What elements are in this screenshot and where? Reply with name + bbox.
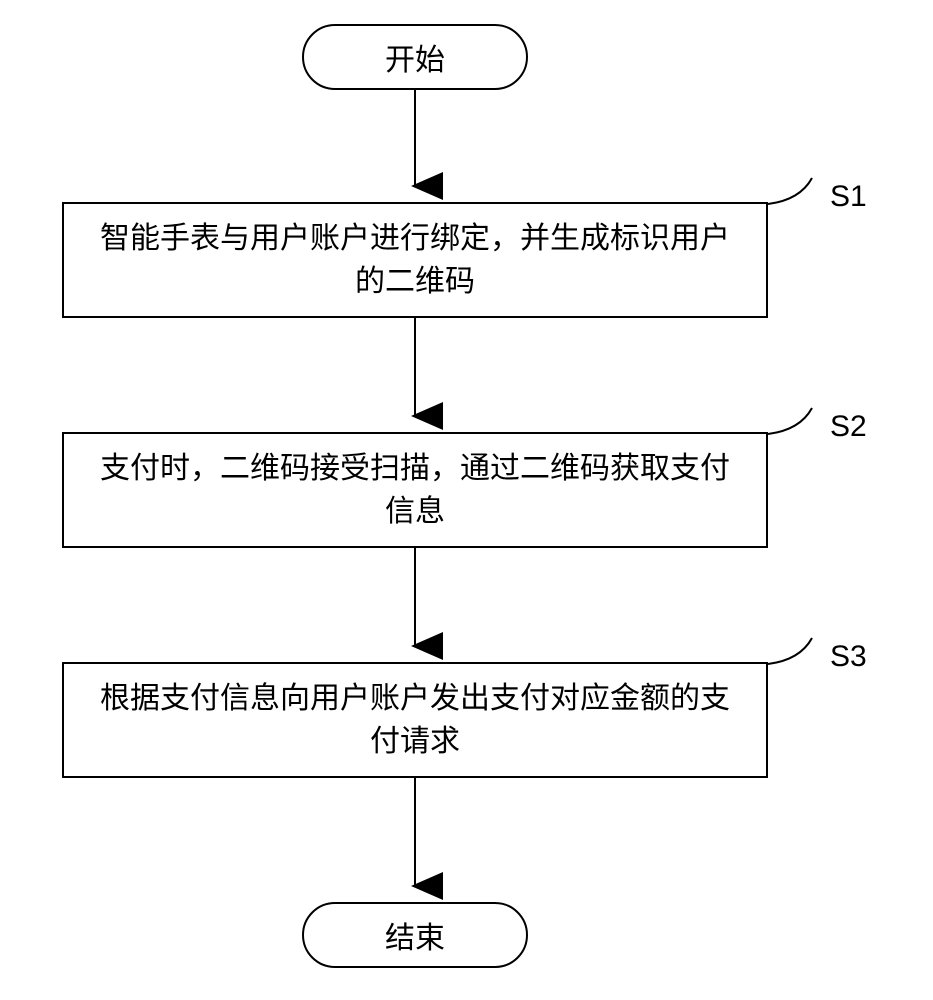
edges-layer — [0, 0, 933, 1000]
flowchart-container: 开始 智能手表与用户账户进行绑定，并生成标识用户 的二维码 S1 支付时，二维码… — [0, 0, 933, 1000]
